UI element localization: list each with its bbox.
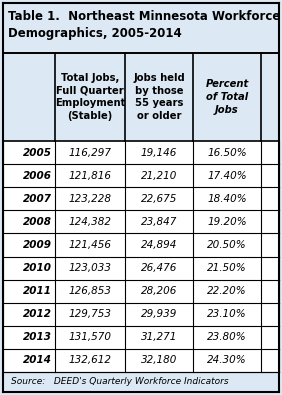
Text: Total Jobs,
Full Quarter
Employment
(Stable): Total Jobs, Full Quarter Employment (Sta… [55, 73, 125, 121]
Text: 23,847: 23,847 [141, 217, 177, 227]
Text: 2008: 2008 [23, 217, 52, 227]
Bar [3, 210, 279, 233]
Text: Source:   DEED's Quarterly Workforce Indicators: Source: DEED's Quarterly Workforce Indic… [11, 378, 229, 386]
Text: 2009: 2009 [23, 240, 52, 250]
Text: 2007: 2007 [23, 194, 52, 204]
Bar [3, 349, 279, 372]
Text: 16.50%: 16.50% [207, 148, 247, 158]
Text: 22,675: 22,675 [141, 194, 177, 204]
Text: 22.20%: 22.20% [207, 286, 247, 296]
Text: 28,206: 28,206 [141, 286, 177, 296]
Text: 21,210: 21,210 [141, 171, 177, 181]
Text: Demographics, 2005-2014: Demographics, 2005-2014 [8, 27, 182, 40]
Text: 18.40%: 18.40% [207, 194, 247, 204]
Bar [3, 187, 279, 210]
Text: 2012: 2012 [23, 309, 52, 319]
Bar [3, 326, 279, 349]
Text: Table 1.  Northeast Minnesota Workforce: Table 1. Northeast Minnesota Workforce [8, 10, 280, 23]
Text: 129,753: 129,753 [69, 309, 111, 319]
Text: 17.40%: 17.40% [207, 171, 247, 181]
Bar [3, 164, 279, 187]
Text: 2013: 2013 [23, 332, 52, 342]
Text: 123,228: 123,228 [69, 194, 111, 204]
Text: 121,816: 121,816 [69, 171, 111, 181]
Text: 2010: 2010 [23, 263, 52, 273]
Text: 19,146: 19,146 [141, 148, 177, 158]
Bar [3, 303, 279, 326]
Bar [3, 256, 279, 280]
Bar [3, 53, 279, 141]
Text: 126,853: 126,853 [69, 286, 111, 296]
Text: 24.30%: 24.30% [207, 356, 247, 365]
Text: 132,612: 132,612 [69, 356, 111, 365]
Text: 2011: 2011 [23, 286, 52, 296]
Text: 32,180: 32,180 [141, 356, 177, 365]
Text: 24,894: 24,894 [141, 240, 177, 250]
Text: 2006: 2006 [23, 171, 52, 181]
Bar [3, 233, 279, 256]
Text: 29,939: 29,939 [141, 309, 177, 319]
Text: Percent
of Total
Jobs: Percent of Total Jobs [205, 79, 249, 115]
Text: 121,456: 121,456 [69, 240, 111, 250]
Text: 31,271: 31,271 [141, 332, 177, 342]
Text: 2014: 2014 [23, 356, 52, 365]
Text: 23.80%: 23.80% [207, 332, 247, 342]
Text: 123,033: 123,033 [69, 263, 111, 273]
Text: 21.50%: 21.50% [207, 263, 247, 273]
Text: 20.50%: 20.50% [207, 240, 247, 250]
Text: 23.10%: 23.10% [207, 309, 247, 319]
Text: Jobs held
by those
55 years
or older: Jobs held by those 55 years or older [133, 73, 185, 121]
Bar [3, 141, 279, 164]
Text: 26,476: 26,476 [141, 263, 177, 273]
Bar [3, 3, 279, 53]
Text: 116,297: 116,297 [69, 148, 111, 158]
Text: 124,382: 124,382 [69, 217, 111, 227]
Text: 19.20%: 19.20% [207, 217, 247, 227]
Text: 2005: 2005 [23, 148, 52, 158]
Text: 131,570: 131,570 [69, 332, 111, 342]
Bar [3, 372, 279, 392]
Bar [3, 280, 279, 303]
